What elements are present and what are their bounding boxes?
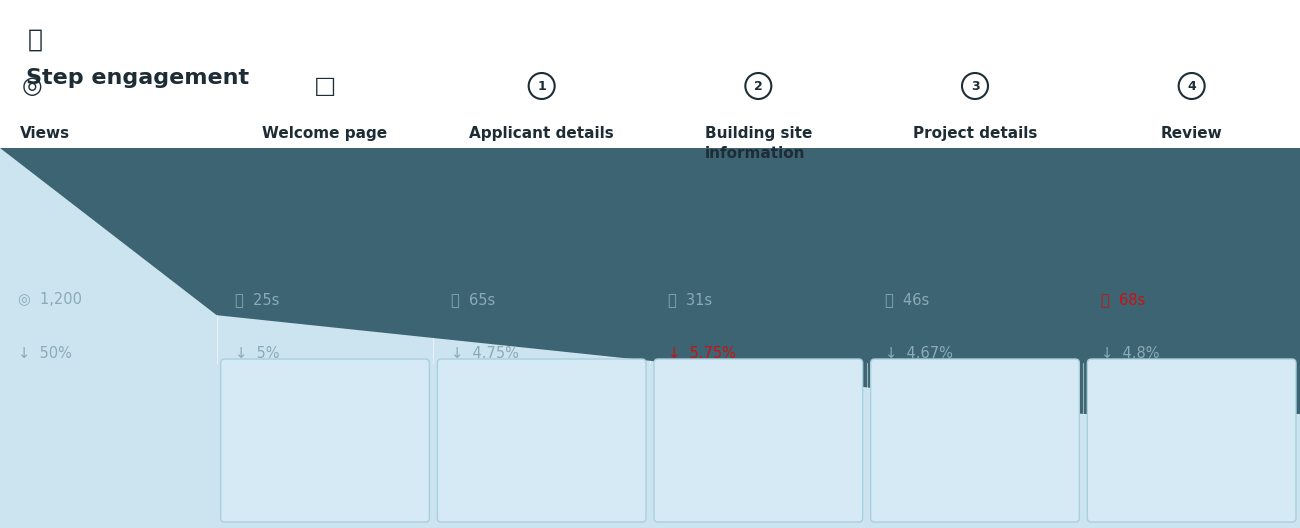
Text: ↓  50%: ↓ 50% bbox=[18, 346, 72, 361]
Text: Review: Review bbox=[1161, 126, 1222, 141]
Text: □: □ bbox=[313, 74, 337, 98]
Text: 3: 3 bbox=[971, 80, 979, 92]
Text: Welcome page: Welcome page bbox=[263, 126, 387, 141]
Text: ⏰  25s: ⏰ 25s bbox=[235, 293, 280, 307]
Text: ⏰  68s: ⏰ 68s bbox=[1101, 293, 1145, 307]
Text: 1: 1 bbox=[537, 80, 546, 92]
FancyBboxPatch shape bbox=[654, 359, 863, 522]
FancyBboxPatch shape bbox=[1087, 359, 1296, 522]
Text: ⏰  46s: ⏰ 46s bbox=[885, 293, 930, 307]
Text: Step engagement: Step engagement bbox=[26, 68, 250, 88]
Bar bbox=[0, 148, 1300, 528]
Polygon shape bbox=[0, 148, 1300, 528]
Text: ↓  5%: ↓ 5% bbox=[235, 346, 280, 361]
Text: Building site
information: Building site information bbox=[705, 126, 812, 161]
FancyBboxPatch shape bbox=[221, 359, 429, 522]
FancyBboxPatch shape bbox=[437, 359, 646, 522]
Text: ↓  4.67%: ↓ 4.67% bbox=[885, 346, 953, 361]
Text: 2: 2 bbox=[754, 80, 763, 92]
Text: ◎: ◎ bbox=[22, 74, 43, 98]
Text: Applicant details: Applicant details bbox=[469, 126, 614, 141]
Text: ↓  4.8%: ↓ 4.8% bbox=[1101, 346, 1160, 361]
Text: ↓  4.75%: ↓ 4.75% bbox=[451, 346, 519, 361]
Text: ⏰  65s: ⏰ 65s bbox=[451, 293, 495, 307]
Text: ⎘: ⎘ bbox=[29, 28, 43, 52]
Text: ⏰  31s: ⏰ 31s bbox=[668, 293, 712, 307]
Text: Project details: Project details bbox=[913, 126, 1037, 141]
Text: ◎  1,200: ◎ 1,200 bbox=[18, 293, 82, 307]
Text: 4: 4 bbox=[1187, 80, 1196, 92]
Text: Views: Views bbox=[20, 126, 70, 141]
FancyBboxPatch shape bbox=[871, 359, 1079, 522]
Text: ↓  5.75%: ↓ 5.75% bbox=[668, 346, 736, 361]
